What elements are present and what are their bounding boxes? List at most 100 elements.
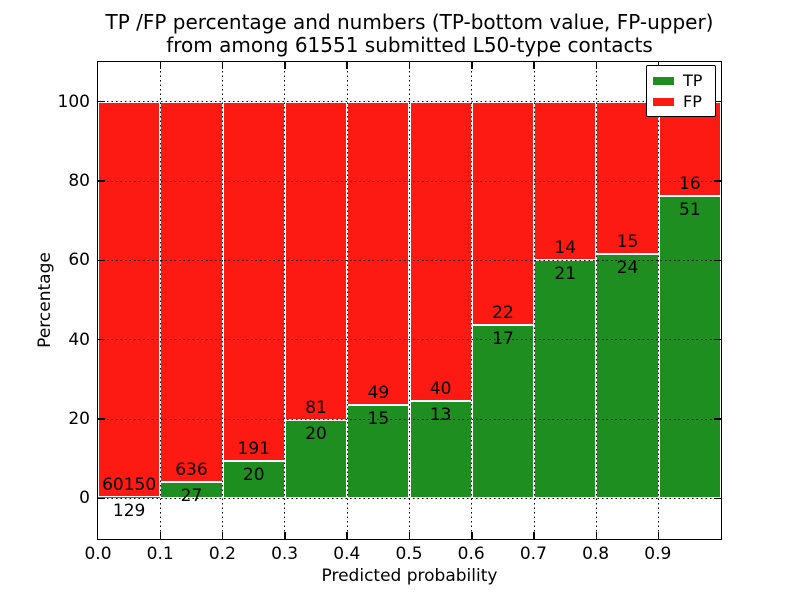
fp-count-label: 40	[429, 379, 452, 400]
gridline-vertical	[222, 62, 224, 539]
fp-bar-segment	[347, 101, 410, 406]
y-tick-left	[98, 418, 105, 420]
tp-legend-label: TP	[683, 70, 703, 90]
gridline-horizontal	[98, 418, 721, 420]
gridline-vertical	[284, 62, 286, 539]
x-axis-label: Predicted probability	[321, 566, 498, 586]
x-tick-label: 0.0	[84, 544, 112, 564]
fp-bar-segment	[596, 101, 659, 255]
y-tick-label: 60	[68, 250, 90, 271]
legend-item-fp: FP	[653, 91, 715, 112]
x-tick-bottom	[533, 532, 535, 539]
tp-count-label: 20	[242, 464, 265, 485]
x-tick-bottom	[346, 532, 348, 539]
x-tick-top	[471, 62, 473, 69]
gridline-horizontal	[98, 101, 721, 103]
x-tick-bottom	[221, 532, 224, 539]
x-tick-top	[221, 62, 224, 69]
gridline-vertical	[159, 62, 161, 539]
x-tick-top	[284, 62, 286, 69]
fp-legend-label: FP	[683, 91, 702, 111]
tp-bar-segment	[98, 496, 161, 499]
fp-count-label: 191	[237, 438, 270, 459]
tp-bar-segment	[471, 325, 535, 499]
fp-bar-segment	[222, 101, 285, 461]
x-tick-label: 0.9	[644, 544, 672, 564]
x-tick-bottom	[657, 532, 660, 539]
fp-bar-segment	[471, 101, 535, 326]
y-tick-label: 0	[79, 488, 90, 509]
x-tick-top	[159, 62, 162, 69]
y-tick-right	[714, 497, 721, 500]
x-tick-bottom	[471, 532, 473, 539]
y-tick-right	[714, 418, 721, 420]
gridline-vertical	[471, 62, 473, 539]
fp-count-label: 60150	[102, 475, 157, 496]
gridline-horizontal	[98, 259, 721, 261]
x-tick-top	[595, 62, 598, 69]
x-tick-top	[533, 62, 535, 69]
tp-count-label: 15	[367, 409, 390, 430]
x-tick-top	[408, 62, 411, 69]
y-tick-left	[98, 180, 105, 182]
y-tick-left	[98, 497, 105, 500]
fp-count-label: 22	[492, 303, 514, 324]
fp-count-label: 81	[305, 397, 327, 418]
tp-count-label: 27	[180, 486, 203, 507]
x-tick-bottom	[408, 532, 411, 539]
fp-bar-segment	[409, 101, 472, 402]
fp-bar-segment	[98, 101, 161, 498]
gridline-vertical	[658, 62, 660, 539]
y-tick-left	[98, 100, 105, 103]
y-tick-right	[714, 259, 721, 262]
x-tick-label: 0.6	[457, 544, 485, 564]
gridline-vertical	[346, 62, 348, 539]
x-tick-top	[346, 62, 348, 69]
gridline-horizontal	[98, 497, 721, 499]
x-tick-label: 0.5	[395, 544, 423, 564]
y-tick-label: 40	[68, 329, 90, 350]
tp-bar-segment	[222, 460, 285, 499]
tp-count-label: 24	[616, 258, 639, 279]
x-tick-bottom	[284, 532, 286, 539]
tp-bar-segment	[534, 260, 597, 499]
tp-bar-segment	[409, 401, 472, 499]
fp-count-label: 636	[175, 460, 208, 481]
tp-count-label: 21	[554, 264, 577, 285]
x-tick-bottom	[159, 532, 162, 539]
x-tick-label: 0.3	[271, 544, 299, 564]
tp-bar-segment	[596, 254, 659, 499]
gridline-vertical	[595, 62, 597, 539]
gridline-vertical	[533, 62, 535, 539]
tp-count-label: 17	[492, 329, 514, 350]
y-tick-label: 100	[57, 91, 90, 112]
x-tick-label: 0.2	[208, 544, 236, 564]
tp-count-label: 129	[112, 501, 146, 522]
tp-bar-segment	[160, 482, 223, 499]
gridline-vertical	[409, 62, 410, 539]
x-tick-bottom	[595, 532, 598, 539]
legend-item-tp: TP	[653, 70, 715, 91]
chart-title-line1: TP /FP percentage and numbers (TP-bottom…	[105, 10, 714, 34]
x-tick-label: 0.8	[582, 544, 610, 564]
fp-count-label: 49	[367, 383, 390, 404]
x-tick-label: 0.7	[519, 544, 547, 564]
tp-count-label: 20	[305, 423, 327, 444]
y-tick-right	[714, 180, 721, 182]
fp-bar-segment	[160, 101, 223, 483]
gridline-horizontal	[98, 180, 721, 182]
fp-count-label: 14	[554, 238, 577, 259]
tp-count-label: 13	[429, 405, 452, 426]
tp-bar-segment	[284, 419, 348, 499]
fp-count-label: 15	[616, 232, 639, 253]
y-tick-left	[98, 338, 105, 341]
chart-title-line2: from among 61551 submitted L50-type cont…	[166, 33, 653, 57]
plot-area: TP FP 60150 129 636 27 191 20 81 20 49 15 40 13 22 17…	[97, 61, 722, 540]
y-tick-label: 20	[68, 409, 90, 429]
y-tick-right	[714, 338, 721, 341]
legend: TP FP	[646, 65, 716, 117]
tp-legend-swatch	[653, 76, 674, 85]
tp-count-label: 51	[679, 200, 701, 221]
y-tick-right	[714, 100, 721, 103]
